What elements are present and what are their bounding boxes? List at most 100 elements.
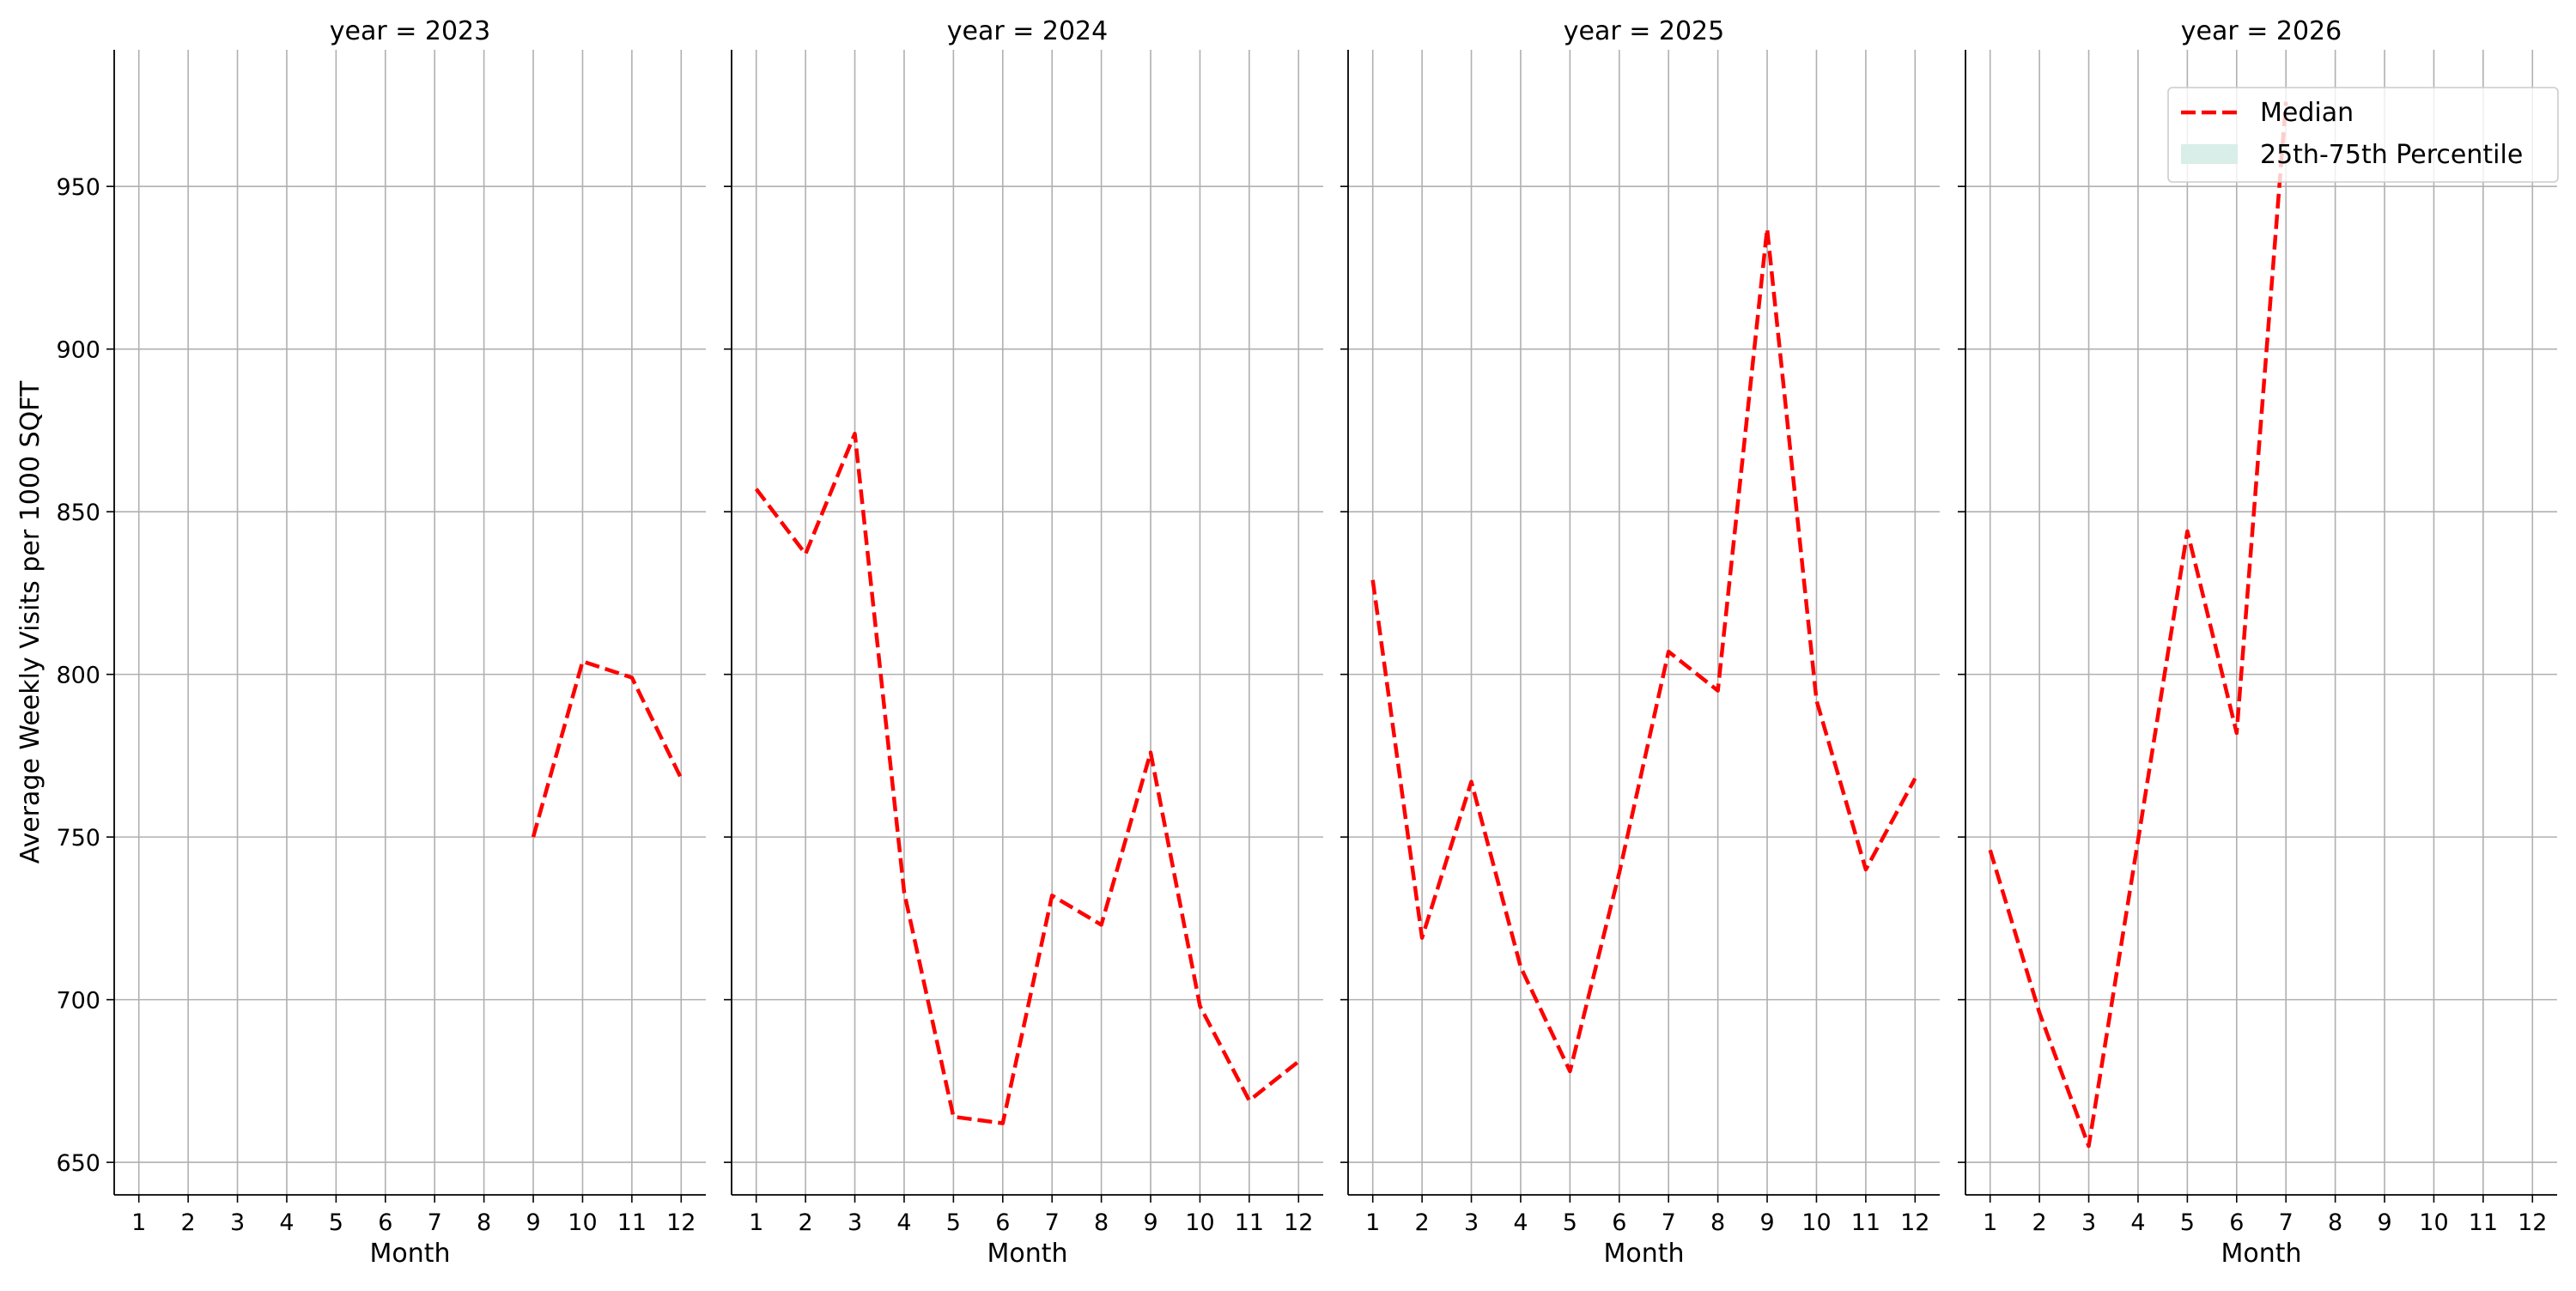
x-tick-label: 12 xyxy=(2518,1209,2547,1236)
x-axis-label: Month xyxy=(369,1239,450,1269)
x-tick-label: 2 xyxy=(181,1209,196,1236)
median-point xyxy=(629,675,635,680)
x-tick-label: 8 xyxy=(477,1209,491,1236)
y-axis-label: Average Weekly Visits per 1000 SQFT xyxy=(15,380,46,864)
x-tick-label: 11 xyxy=(617,1209,647,1236)
y-tick-label: 650 xyxy=(56,1150,100,1177)
x-tick-label: 12 xyxy=(1900,1209,1929,1236)
median-point xyxy=(1912,776,1917,781)
x-tick-label: 4 xyxy=(1513,1209,1528,1236)
x-axis-label: Month xyxy=(987,1239,1067,1269)
median-point xyxy=(1765,226,1770,231)
legend-box xyxy=(2167,87,2559,183)
x-tick-label: 4 xyxy=(896,1209,911,1236)
median-point xyxy=(1099,922,1104,927)
x-tick-label: 9 xyxy=(1143,1209,1157,1236)
panel-title: year = 2026 xyxy=(2181,16,2342,46)
x-axis-label: Month xyxy=(2221,1239,2301,1269)
x-tick-label: 3 xyxy=(848,1209,862,1236)
legend-band-swatch xyxy=(2181,144,2238,164)
x-tick-label: 7 xyxy=(2279,1209,2293,1236)
x-tick-label: 11 xyxy=(2469,1209,2498,1236)
x-tick-label: 1 xyxy=(1365,1209,1380,1236)
median-point xyxy=(803,551,808,556)
x-tick-label: 2 xyxy=(799,1209,813,1236)
panel-title: year = 2025 xyxy=(1564,16,1725,46)
legend-band-label: 25th-75th Percentile xyxy=(2260,140,2523,170)
median-point xyxy=(1148,750,1153,755)
x-tick-label: 11 xyxy=(1235,1209,1264,1236)
x-tick-label: 1 xyxy=(749,1209,763,1236)
x-tick-label: 8 xyxy=(1710,1209,1725,1236)
median-point xyxy=(1814,698,1820,703)
x-tick-label: 2 xyxy=(1415,1209,1430,1236)
legend-median-label: Median xyxy=(2260,98,2354,128)
median-point xyxy=(1666,649,1671,654)
x-tick-label: 10 xyxy=(568,1209,597,1236)
x-tick-label: 4 xyxy=(279,1209,294,1236)
median-point xyxy=(1988,847,1993,852)
median-point xyxy=(2136,838,2141,843)
x-tick-label: 5 xyxy=(946,1209,961,1236)
x-tick-label: 6 xyxy=(378,1209,392,1236)
y-tick-label: 750 xyxy=(56,825,100,852)
median-series-line xyxy=(531,659,683,838)
x-tick-label: 11 xyxy=(1851,1209,1880,1236)
x-tick-label: 1 xyxy=(1983,1209,1997,1236)
x-tick-label: 5 xyxy=(2180,1209,2195,1236)
x-tick-label: 6 xyxy=(1612,1209,1626,1236)
median-point xyxy=(1716,688,1721,694)
median-point xyxy=(531,834,536,839)
x-tick-label: 12 xyxy=(1284,1209,1313,1236)
y-tick-label: 950 xyxy=(56,174,100,201)
median-series-line xyxy=(1370,227,1917,1074)
x-axis-label: Month xyxy=(1603,1239,1684,1269)
x-tick-label: 9 xyxy=(526,1209,540,1236)
x-tick-label: 7 xyxy=(1045,1209,1060,1236)
median-point xyxy=(902,890,907,895)
median-point xyxy=(1419,936,1425,941)
median-point xyxy=(1617,870,1622,876)
panel-title: year = 2024 xyxy=(947,16,1109,46)
x-tick-label: 8 xyxy=(2328,1209,2342,1236)
median-point xyxy=(1567,1069,1572,1074)
x-tick-label: 6 xyxy=(995,1209,1010,1236)
median-point xyxy=(1469,779,1474,785)
median-point xyxy=(1296,1059,1301,1064)
x-tick-label: 7 xyxy=(428,1209,442,1236)
median-point xyxy=(2087,1143,2092,1149)
panel-title: year = 2023 xyxy=(330,16,491,46)
median-point xyxy=(754,487,759,492)
y-tick-label: 800 xyxy=(56,663,100,689)
median-series-line xyxy=(754,431,1300,1125)
x-tick-label: 7 xyxy=(1662,1209,1676,1236)
x-tick-label: 6 xyxy=(2229,1209,2244,1236)
median-point xyxy=(1863,867,1868,872)
median-point xyxy=(2184,529,2190,534)
x-tick-label: 10 xyxy=(1801,1209,1831,1236)
median-point xyxy=(1370,578,1376,583)
median-point xyxy=(1198,1003,1203,1009)
x-tick-label: 8 xyxy=(1094,1209,1109,1236)
x-tick-label: 12 xyxy=(666,1209,696,1236)
y-tick-label: 700 xyxy=(56,988,100,1015)
x-tick-label: 4 xyxy=(2130,1209,2145,1236)
median-point xyxy=(853,431,858,436)
median-point xyxy=(1000,1121,1005,1126)
median-point xyxy=(580,659,586,664)
median-series-line xyxy=(1988,101,2288,1149)
median-point xyxy=(2234,730,2239,736)
y-tick-label: 850 xyxy=(56,500,100,526)
median-point xyxy=(1518,965,1523,970)
x-tick-label: 5 xyxy=(1563,1209,1577,1236)
x-tick-label: 10 xyxy=(2419,1209,2448,1236)
median-point xyxy=(2037,1010,2042,1015)
x-tick-label: 3 xyxy=(2081,1209,2096,1236)
x-tick-label: 1 xyxy=(131,1209,146,1236)
x-tick-label: 3 xyxy=(230,1209,245,1236)
x-tick-label: 9 xyxy=(2377,1209,2391,1236)
y-tick-label: 900 xyxy=(56,337,100,364)
x-tick-label: 9 xyxy=(1759,1209,1774,1236)
